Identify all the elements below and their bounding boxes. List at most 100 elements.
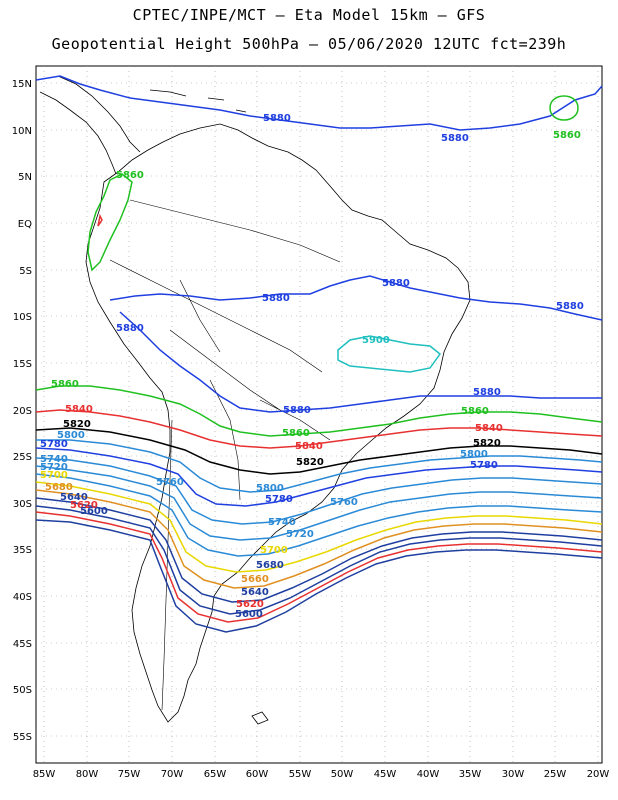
- lon-label: 35W: [459, 769, 482, 780]
- lat-label: 55S: [13, 732, 32, 743]
- contour-label: 5880: [382, 278, 410, 289]
- contour-label: 5600: [235, 609, 263, 620]
- contour-label: 5840: [295, 441, 323, 452]
- contour-5720: [35, 473, 603, 557]
- longitude-labels: 85W 80W 75W 70W 65W 60W 55W 50W 45W 40W …: [33, 769, 610, 780]
- contours: [35, 75, 603, 633]
- contour-label: 5660: [241, 574, 269, 585]
- contour-5880-south: [109, 275, 603, 321]
- contour-5640: [35, 505, 603, 615]
- lat-label: 25S: [13, 452, 32, 463]
- latitude-labels: 15N 10N 5N EQ 5S 10S 15S 20S 25S 30S 35S…: [12, 79, 32, 743]
- contour-label: 5720: [286, 529, 314, 540]
- contour-label: 5600: [80, 506, 108, 517]
- contour-label: 5880: [283, 405, 311, 416]
- lon-label: 60W: [246, 769, 269, 780]
- contour-label: 5820: [63, 419, 91, 430]
- contour-5800: [36, 439, 603, 493]
- contour-label: 5880: [116, 323, 144, 334]
- lat-label: 15N: [12, 79, 32, 90]
- lon-label: 55W: [289, 769, 312, 780]
- contour-5660: [35, 497, 603, 603]
- lat-label: 10S: [13, 312, 32, 323]
- lat-label: 20S: [13, 406, 32, 417]
- contour-label: 5620: [70, 500, 98, 511]
- contour-5740: [35, 465, 603, 541]
- lat-label: EQ: [18, 219, 32, 230]
- lon-label: 80W: [76, 769, 99, 780]
- contour-label: 5700: [40, 470, 68, 481]
- contour-label: 5800: [460, 449, 488, 460]
- contour-5860-ring: [549, 95, 579, 121]
- lat-label: 30S: [13, 499, 32, 510]
- caribbean-islands: [149, 89, 247, 113]
- falklands: [251, 711, 269, 725]
- lat-label: 15S: [13, 359, 32, 370]
- contour-5860-south: [35, 385, 603, 437]
- contour-5880-north: [35, 75, 603, 131]
- contour-label: 5880: [441, 133, 469, 144]
- contour-label: 5860: [282, 428, 310, 439]
- lat-label: 35S: [13, 545, 32, 556]
- contour-5880-interior: [119, 311, 602, 413]
- contour-label: 5900: [362, 335, 390, 346]
- lon-label: 30W: [502, 769, 525, 780]
- lon-label: 25W: [544, 769, 567, 780]
- contour-label: 5860: [116, 170, 144, 181]
- contour-5840: [35, 409, 603, 449]
- contour-label: 5680: [256, 560, 284, 571]
- map-subtitle: Geopotential Height 500hPa – 05/06/2020 …: [51, 35, 567, 53]
- contour-5620: [35, 511, 603, 623]
- country-borders: [109, 199, 341, 711]
- contour-label: 5800: [57, 430, 85, 441]
- map-frame: [35, 65, 603, 764]
- contour-label: 5680: [45, 482, 73, 493]
- contour-label: 5800: [256, 483, 284, 494]
- contour-label: 5740: [40, 454, 68, 465]
- lat-label: 5S: [19, 266, 32, 277]
- contour-label: 5640: [60, 492, 88, 503]
- contour-label: 5700: [260, 545, 288, 556]
- contour-label: 5840: [65, 404, 93, 415]
- contour-5840-small: [97, 213, 103, 227]
- contour-label: 5720: [40, 462, 68, 473]
- contour-5760: [35, 457, 603, 525]
- lat-label: 50S: [13, 685, 32, 696]
- south-america-coastline: [85, 123, 471, 723]
- lon-label: 85W: [33, 769, 56, 780]
- contour-5900: [337, 335, 442, 373]
- contour-label: 5840: [475, 423, 503, 434]
- contour-label: 5860: [553, 130, 581, 141]
- lon-label: 50W: [331, 769, 354, 780]
- lon-label: 65W: [204, 769, 227, 780]
- contour-label: 5640: [241, 587, 269, 598]
- contour-label: 5620: [236, 599, 264, 610]
- contour-5600: [35, 519, 603, 633]
- contour-labels: 5880 5880 5880 5880 5880 5880 5880 5880 …: [40, 113, 584, 620]
- contour-5680: [35, 489, 603, 589]
- contour-label: 5880: [263, 113, 291, 124]
- contour-label: 5880: [262, 293, 290, 304]
- lon-label: 45W: [374, 769, 397, 780]
- lat-label: 5N: [18, 172, 32, 183]
- contour-label: 5860: [461, 406, 489, 417]
- lat-label: 40S: [13, 592, 32, 603]
- lon-label: 20W: [587, 769, 610, 780]
- contour-5700: [35, 481, 603, 573]
- contour-label: 5880: [556, 301, 584, 312]
- contour-label: 5780: [40, 439, 68, 450]
- contour-label: 5780: [470, 460, 498, 471]
- contour-5820: [35, 427, 603, 475]
- lat-label: 45S: [13, 639, 32, 650]
- map-title: CPTEC/INPE/MCT – Eta Model 15km – GFS: [132, 6, 486, 24]
- contour-label: 5780: [265, 494, 293, 505]
- contour-label: 5820: [473, 438, 501, 449]
- contour-5860-andes: [87, 173, 133, 272]
- contour-label: 5880: [473, 387, 501, 398]
- contour-label: 5740: [268, 517, 296, 528]
- contour-label: 5820: [296, 457, 324, 468]
- lon-label: 70W: [161, 769, 184, 780]
- lat-label: 10N: [12, 126, 32, 137]
- graticule: [36, 66, 602, 763]
